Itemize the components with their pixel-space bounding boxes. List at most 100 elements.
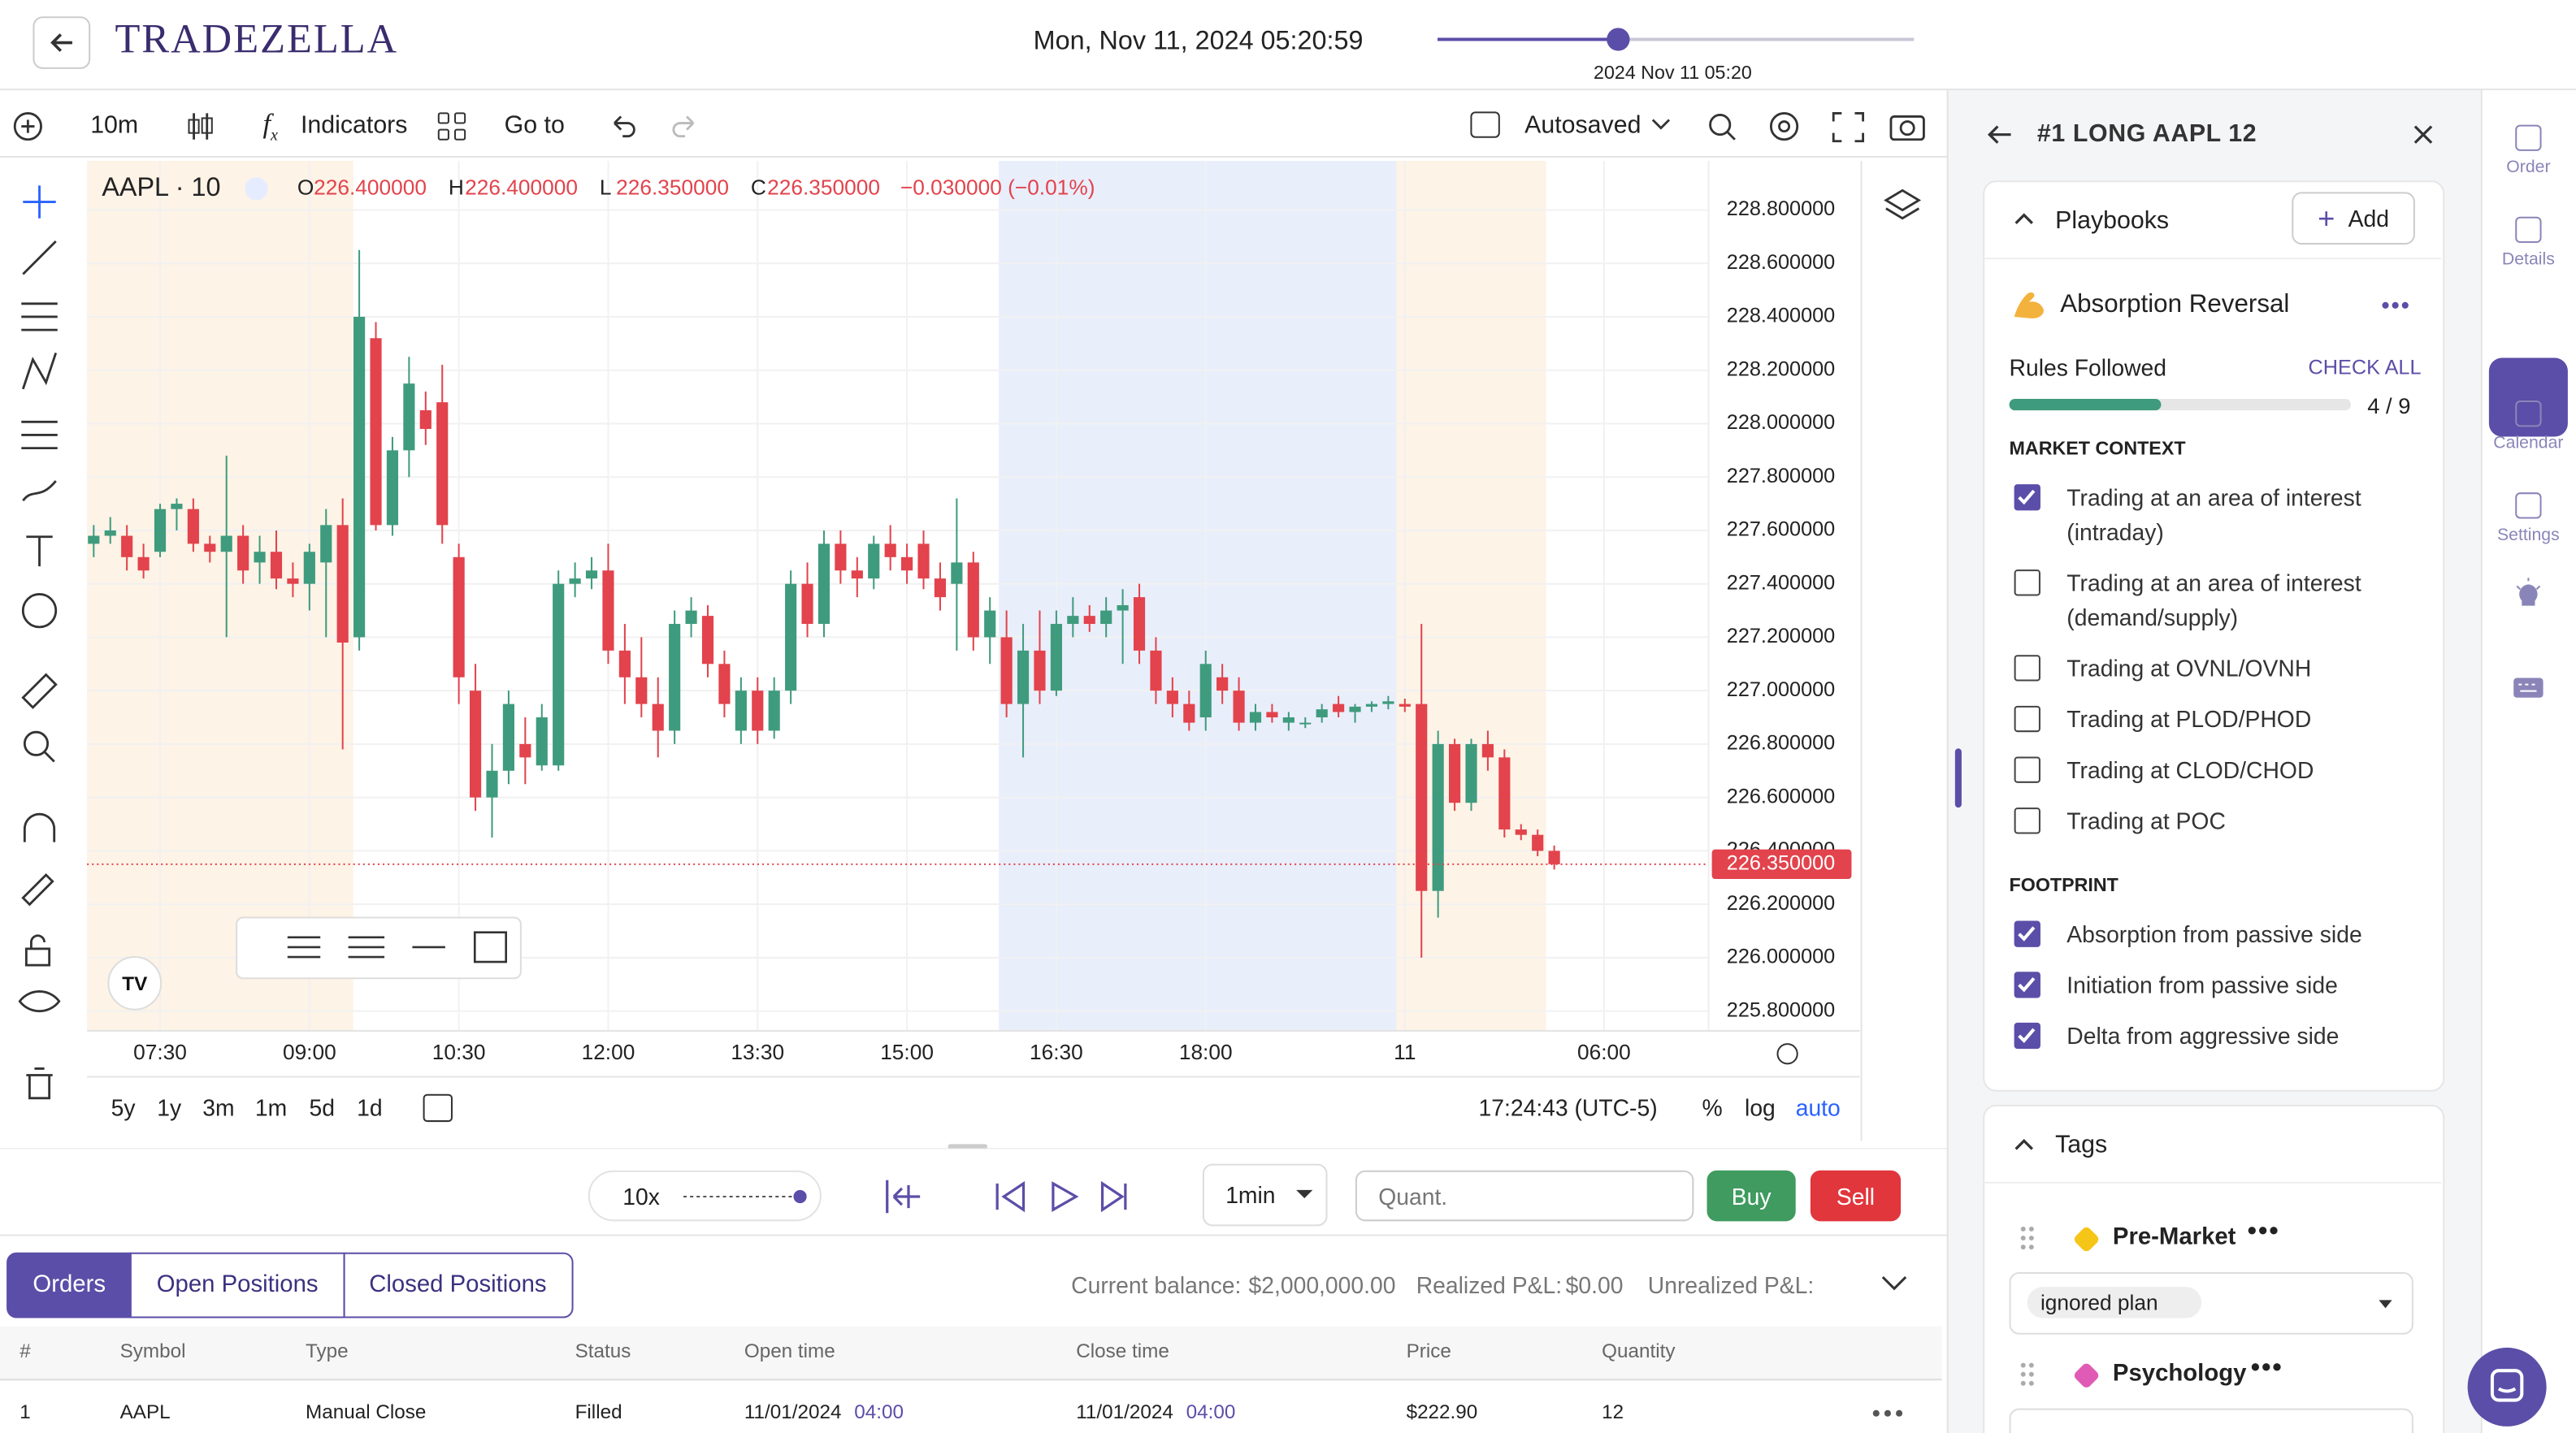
buy-button[interactable]: Buy (1706, 1170, 1796, 1222)
order-tab[interactable]: Orders (7, 1252, 132, 1318)
replay-slider[interactable] (1429, 23, 1923, 55)
speed-control[interactable]: 10x (588, 1170, 822, 1222)
range-button[interactable]: 1m (255, 1094, 287, 1120)
chat-button[interactable] (2467, 1347, 2547, 1427)
collapse-icon[interactable] (2014, 1136, 2034, 1152)
tag-group-menu[interactable]: ••• (2250, 1353, 2283, 1383)
interval-select[interactable]: 1min (1202, 1163, 1328, 1227)
check-all[interactable]: CHECK ALL (2308, 356, 2422, 379)
candle-body (951, 562, 963, 584)
candle-body (486, 770, 498, 798)
range-button[interactable]: 5y (111, 1094, 137, 1120)
layout-icon[interactable] (436, 110, 468, 142)
session-shade (999, 161, 1397, 1031)
replay-controls[interactable] (879, 1175, 1142, 1219)
scale-option[interactable]: auto (1796, 1094, 1841, 1120)
add-icon[interactable] (10, 108, 46, 144)
checkbox[interactable] (2014, 807, 2040, 834)
time-settings[interactable] (1776, 1043, 1798, 1065)
table-cell: Filled (575, 1400, 622, 1423)
range-button[interactable]: 1y (157, 1094, 182, 1120)
back-button[interactable] (33, 16, 91, 69)
candle-body (901, 556, 913, 571)
candle-body (171, 504, 183, 509)
ohlc-key: L (600, 175, 612, 199)
sell-button[interactable]: Sell (1810, 1170, 1902, 1222)
journal-close[interactable] (2412, 123, 2435, 146)
candle-body (1017, 650, 1030, 704)
drag-handle (2019, 1224, 2036, 1251)
layers-button[interactable] (1872, 174, 1932, 230)
rules-progress (2009, 399, 2352, 411)
tag-group-menu[interactable]: ••• (2247, 1218, 2280, 1246)
candle-body (303, 552, 315, 584)
candle-body (553, 583, 565, 766)
tag-select[interactable] (2009, 1408, 2413, 1433)
add-playbook[interactable]: + Add (2292, 192, 2415, 245)
row-menu[interactable] (1871, 1407, 1904, 1420)
range-button[interactable]: 5d (310, 1094, 335, 1120)
date-range-icon[interactable] (423, 1093, 453, 1123)
autosave-button[interactable]: Autosaved (1524, 111, 1641, 140)
playbook-menu[interactable] (2380, 301, 2409, 310)
indicators-button[interactable]: Indicators (300, 111, 408, 140)
range-button[interactable]: 3m (202, 1094, 234, 1120)
pane-handle[interactable] (948, 1144, 988, 1149)
journal-back[interactable] (1984, 122, 2014, 148)
chart-type-icon[interactable] (182, 108, 218, 144)
table-cell: AAPL (119, 1400, 171, 1423)
chat-icon (2490, 1369, 2524, 1402)
goto-button[interactable]: Go to (504, 111, 565, 140)
checkbox[interactable] (2014, 972, 2040, 998)
speed-slider (683, 1188, 806, 1203)
rule-text: Absorption from passive side (2066, 920, 2362, 947)
order-tabs: Orders Open Positions Closed Positions (7, 1252, 573, 1318)
rail-label: Calendar (2493, 433, 2564, 453)
interval-button[interactable]: 10m (90, 111, 139, 140)
rail-icon[interactable] (2515, 298, 2542, 326)
check-mark (2018, 1028, 2036, 1044)
collapse-icon[interactable] (2014, 210, 2034, 227)
rail-icon[interactable] (2515, 400, 2542, 427)
tips-icon[interactable] (2510, 578, 2546, 617)
candle-body (419, 410, 432, 430)
rail-label: Settings (2497, 525, 2560, 545)
tag-select[interactable]: ignored plan (2009, 1271, 2413, 1335)
header-divider (0, 89, 2576, 91)
undo-redo[interactable] (605, 110, 703, 142)
order-tab[interactable]: Open Positions (130, 1252, 345, 1318)
scale-option[interactable]: log (1745, 1094, 1776, 1120)
scale-option[interactable]: % (1702, 1094, 1722, 1120)
table-cell: Manual Close (306, 1400, 427, 1423)
candle-body (154, 509, 167, 552)
collapse-caret[interactable] (1880, 1274, 1909, 1293)
checkbox[interactable] (2014, 920, 2040, 947)
checkbox[interactable] (2014, 569, 2040, 596)
toolbar-icons[interactable] (1704, 106, 1934, 145)
checkbox[interactable] (2014, 484, 2040, 511)
floating-tools[interactable] (287, 931, 507, 963)
keyboard-icon[interactable] (2512, 676, 2544, 699)
candle-body (868, 543, 880, 579)
checkbox[interactable] (2014, 756, 2040, 783)
candle-body (1532, 834, 1544, 851)
range-button[interactable]: 1d (357, 1094, 382, 1120)
panel-resize[interactable] (1954, 748, 1962, 808)
table-cell: 11/01/2024 (1076, 1400, 1173, 1423)
layout-toggle[interactable] (1470, 111, 1500, 138)
checkbox[interactable] (2014, 1022, 2040, 1050)
candle-body (1083, 616, 1095, 624)
order-tab[interactable]: Closed Positions (342, 1252, 573, 1318)
checkbox[interactable] (2014, 655, 2040, 682)
rail-icon[interactable] (2515, 124, 2542, 151)
rules-followed: Rules Followed (2009, 354, 2167, 381)
rail-icon[interactable] (2515, 216, 2542, 244)
drawing-tools[interactable] (13, 172, 66, 1141)
quantity-input[interactable]: Quant. (1355, 1170, 1694, 1222)
replay-datetime: Mon, Nov 11, 2024 05:20:59 (1033, 28, 1364, 56)
ohlc-key: C (751, 175, 766, 199)
rail-icon[interactable] (2515, 492, 2542, 519)
checkbox[interactable] (2014, 705, 2040, 733)
caret (1296, 1189, 1314, 1199)
